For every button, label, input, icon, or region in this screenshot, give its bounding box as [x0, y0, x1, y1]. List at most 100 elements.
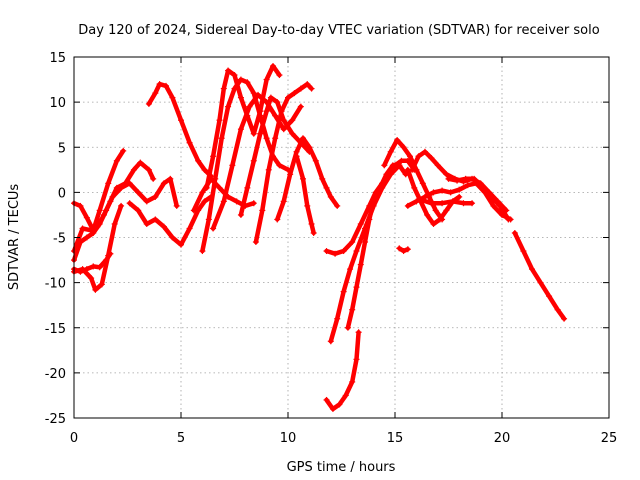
data-point — [135, 207, 142, 214]
data-point — [383, 171, 390, 178]
data-point — [126, 200, 133, 207]
data-point — [349, 306, 356, 313]
tick-layer: 0 5 10 15 20 25 -25 -20 -15 -10 -5 0 5 10 15 — [45, 51, 618, 446]
data-point — [434, 162, 441, 169]
data-point — [280, 126, 287, 133]
data-point — [152, 193, 159, 200]
data-point — [439, 200, 446, 207]
data-point — [263, 135, 270, 142]
data-point — [169, 234, 176, 241]
data-point — [152, 90, 159, 97]
data-point — [255, 91, 262, 98]
data-point — [370, 198, 377, 205]
data-point — [152, 216, 159, 223]
data-point — [419, 180, 426, 187]
data-point — [336, 401, 343, 408]
data-point — [396, 245, 403, 252]
data-point — [511, 229, 518, 236]
data-point — [323, 248, 330, 255]
data-point — [113, 157, 120, 164]
data-point — [186, 139, 193, 146]
data-point — [231, 72, 238, 79]
grid-layer — [74, 57, 609, 418]
data-point — [404, 202, 411, 209]
data-point — [424, 211, 431, 218]
series-arc-17 — [328, 163, 402, 344]
data-point — [218, 135, 225, 142]
data-point — [90, 263, 97, 270]
data-point — [299, 175, 306, 182]
data-point — [205, 216, 212, 223]
data-point — [464, 182, 471, 189]
data-point — [143, 198, 150, 205]
data-point — [293, 153, 300, 160]
data-point — [417, 196, 424, 203]
data-point — [327, 193, 334, 200]
x-axis-label: GPS time / hours — [287, 460, 396, 475]
data-point — [145, 100, 152, 107]
data-point — [462, 175, 469, 182]
data-point — [449, 198, 456, 205]
data-point — [135, 189, 142, 196]
data-point — [280, 198, 287, 205]
data-point — [404, 246, 411, 253]
data-point — [225, 103, 232, 110]
data-point — [411, 184, 418, 191]
data-point — [289, 117, 296, 124]
data-point — [406, 153, 413, 160]
data-point — [400, 248, 407, 255]
data-point — [105, 180, 112, 187]
data-point — [436, 216, 443, 223]
data-point — [83, 214, 90, 221]
data-point — [201, 166, 208, 173]
y-tick-label: -15 — [45, 322, 66, 337]
series-arc-1 — [71, 148, 126, 233]
data-point — [353, 284, 360, 291]
data-point — [430, 220, 437, 227]
x-tick-label: 20 — [494, 431, 511, 446]
chart-title: Day 120 of 2024, Sidereal Day-to-day VTE… — [78, 23, 599, 38]
data-point — [304, 81, 311, 88]
data-point — [118, 184, 125, 191]
data-point — [332, 250, 339, 257]
data-point — [537, 279, 544, 286]
data-point — [456, 186, 463, 193]
data-point — [272, 112, 279, 119]
data-point — [167, 175, 174, 182]
data-point — [265, 166, 272, 173]
x-tick-label: 15 — [387, 431, 404, 446]
x-tick-label: 25 — [601, 431, 618, 446]
data-point — [250, 90, 257, 97]
data-point — [111, 220, 118, 227]
data-point — [340, 288, 347, 295]
data-point — [103, 257, 110, 264]
y-tick-label: -10 — [45, 277, 66, 292]
data-point — [428, 200, 435, 207]
data-point — [398, 157, 405, 164]
data-point — [471, 175, 478, 182]
data-point — [90, 229, 97, 236]
data-point — [546, 293, 553, 300]
data-point — [400, 144, 407, 151]
data-point — [488, 193, 495, 200]
y-tick-label: -5 — [53, 232, 66, 247]
data-point — [287, 171, 294, 178]
data-point — [353, 248, 360, 255]
data-point — [173, 202, 180, 209]
data-point — [178, 241, 184, 248]
data-point — [389, 162, 396, 169]
data-point — [259, 207, 266, 214]
data-point — [107, 250, 114, 257]
data-point — [349, 239, 356, 246]
data-point — [109, 193, 116, 200]
data-point — [96, 264, 103, 271]
data-point — [291, 90, 298, 97]
data-point — [454, 177, 461, 184]
data-point — [274, 99, 281, 106]
data-point — [469, 200, 476, 207]
data-point — [244, 79, 251, 86]
data-point — [250, 157, 257, 164]
data-point — [88, 275, 95, 282]
data-point — [77, 268, 84, 275]
data-point — [297, 85, 304, 92]
